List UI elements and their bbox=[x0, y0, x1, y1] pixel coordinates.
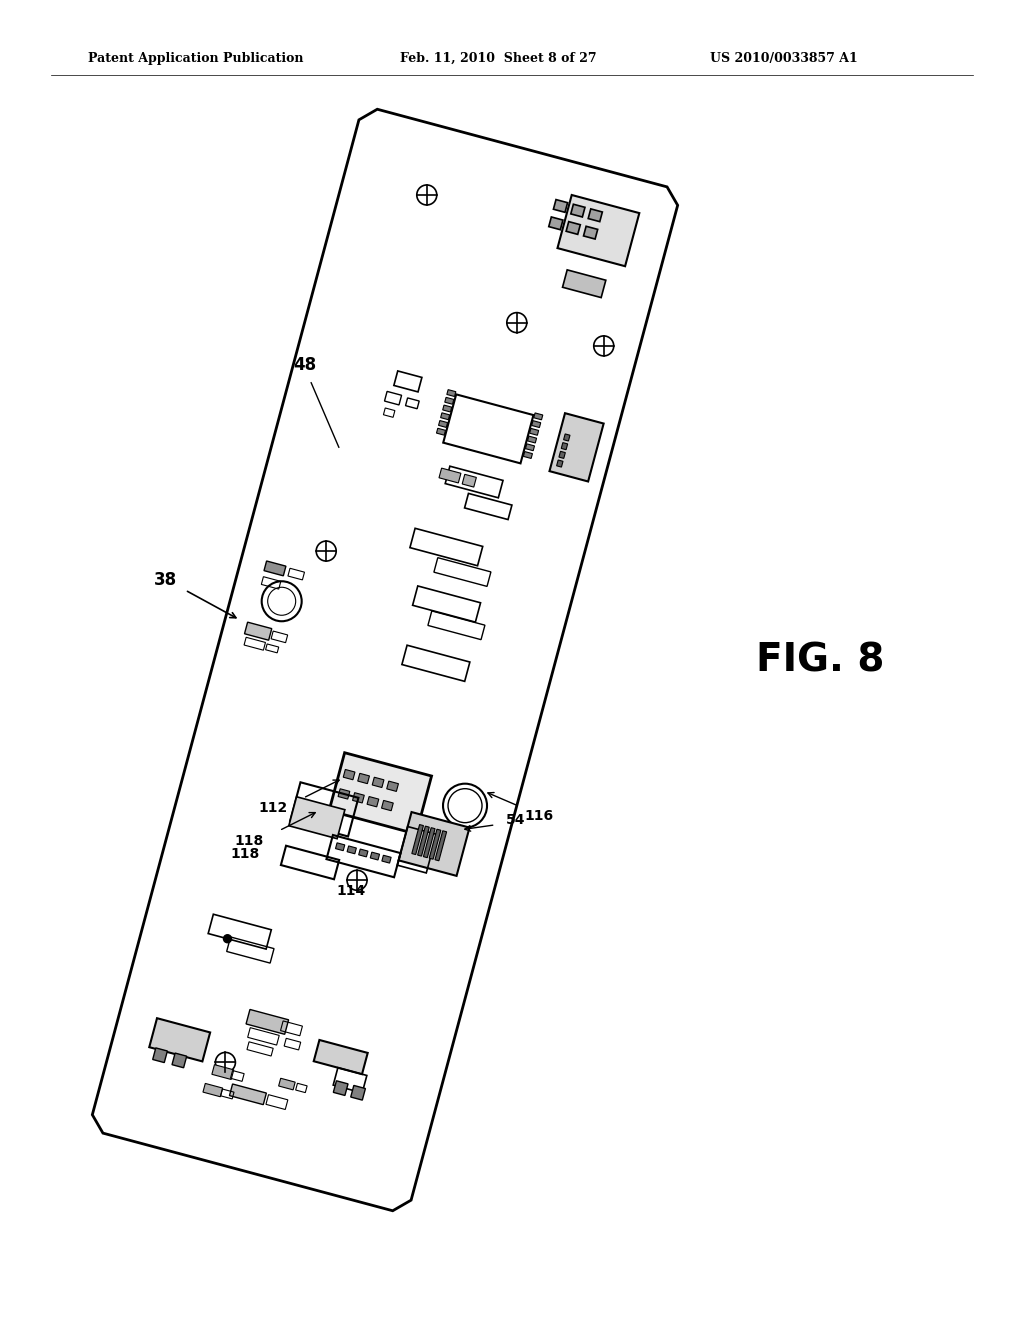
Polygon shape bbox=[439, 469, 461, 483]
Text: 112: 112 bbox=[258, 801, 288, 816]
Polygon shape bbox=[352, 793, 365, 803]
Polygon shape bbox=[584, 226, 598, 239]
Polygon shape bbox=[153, 1048, 167, 1063]
Text: 118: 118 bbox=[230, 847, 259, 861]
Polygon shape bbox=[446, 389, 456, 396]
Polygon shape bbox=[566, 222, 581, 235]
Polygon shape bbox=[523, 451, 532, 458]
Text: FIG. 8: FIG. 8 bbox=[756, 642, 884, 678]
Polygon shape bbox=[371, 853, 380, 861]
Polygon shape bbox=[343, 770, 355, 780]
Polygon shape bbox=[367, 796, 379, 807]
Polygon shape bbox=[357, 774, 370, 784]
Text: 48: 48 bbox=[294, 356, 316, 374]
Polygon shape bbox=[358, 849, 368, 857]
Polygon shape bbox=[279, 1078, 295, 1090]
Polygon shape bbox=[313, 1040, 368, 1074]
Polygon shape bbox=[412, 825, 424, 854]
Polygon shape bbox=[338, 789, 350, 799]
Polygon shape bbox=[347, 846, 356, 854]
Polygon shape bbox=[246, 1010, 289, 1035]
Polygon shape bbox=[398, 812, 470, 876]
Polygon shape bbox=[531, 421, 541, 428]
Polygon shape bbox=[435, 830, 446, 861]
Polygon shape bbox=[264, 561, 286, 576]
Polygon shape bbox=[557, 195, 639, 267]
Polygon shape bbox=[336, 842, 345, 850]
Polygon shape bbox=[550, 413, 604, 482]
Polygon shape bbox=[329, 752, 431, 834]
Polygon shape bbox=[203, 1084, 222, 1097]
Polygon shape bbox=[557, 459, 563, 467]
Polygon shape bbox=[462, 474, 476, 487]
Polygon shape bbox=[525, 444, 535, 450]
Polygon shape bbox=[527, 436, 537, 444]
Text: 116: 116 bbox=[524, 809, 553, 824]
Polygon shape bbox=[418, 826, 429, 857]
Polygon shape bbox=[549, 216, 563, 230]
Polygon shape bbox=[351, 1085, 366, 1100]
Polygon shape bbox=[561, 442, 567, 450]
Polygon shape bbox=[382, 800, 393, 810]
Polygon shape bbox=[534, 413, 543, 420]
Text: 114: 114 bbox=[336, 884, 366, 898]
Circle shape bbox=[223, 935, 231, 942]
Polygon shape bbox=[444, 397, 454, 404]
Text: Feb. 11, 2010  Sheet 8 of 27: Feb. 11, 2010 Sheet 8 of 27 bbox=[400, 51, 597, 65]
Polygon shape bbox=[529, 429, 539, 436]
Polygon shape bbox=[440, 413, 450, 420]
Polygon shape bbox=[172, 1053, 186, 1068]
Polygon shape bbox=[436, 428, 445, 436]
Polygon shape bbox=[92, 110, 678, 1210]
Polygon shape bbox=[289, 797, 345, 838]
Polygon shape bbox=[559, 451, 565, 458]
Text: 38: 38 bbox=[154, 572, 176, 589]
Polygon shape bbox=[212, 1065, 233, 1080]
Polygon shape bbox=[562, 269, 606, 297]
Polygon shape bbox=[438, 421, 447, 428]
Polygon shape bbox=[588, 209, 602, 222]
Polygon shape bbox=[429, 829, 441, 859]
Text: Patent Application Publication: Patent Application Publication bbox=[88, 51, 303, 65]
Polygon shape bbox=[387, 781, 398, 792]
Polygon shape bbox=[563, 434, 570, 441]
Polygon shape bbox=[423, 828, 435, 858]
Polygon shape bbox=[373, 777, 384, 788]
Polygon shape bbox=[229, 1084, 266, 1105]
Text: 54: 54 bbox=[506, 813, 525, 826]
Polygon shape bbox=[442, 405, 452, 412]
Polygon shape bbox=[150, 1018, 210, 1061]
Text: 118: 118 bbox=[234, 834, 264, 847]
Polygon shape bbox=[245, 622, 271, 640]
Polygon shape bbox=[334, 1081, 348, 1096]
Text: US 2010/0033857 A1: US 2010/0033857 A1 bbox=[710, 51, 858, 65]
Polygon shape bbox=[570, 205, 585, 216]
Polygon shape bbox=[553, 199, 567, 213]
Polygon shape bbox=[382, 855, 391, 863]
